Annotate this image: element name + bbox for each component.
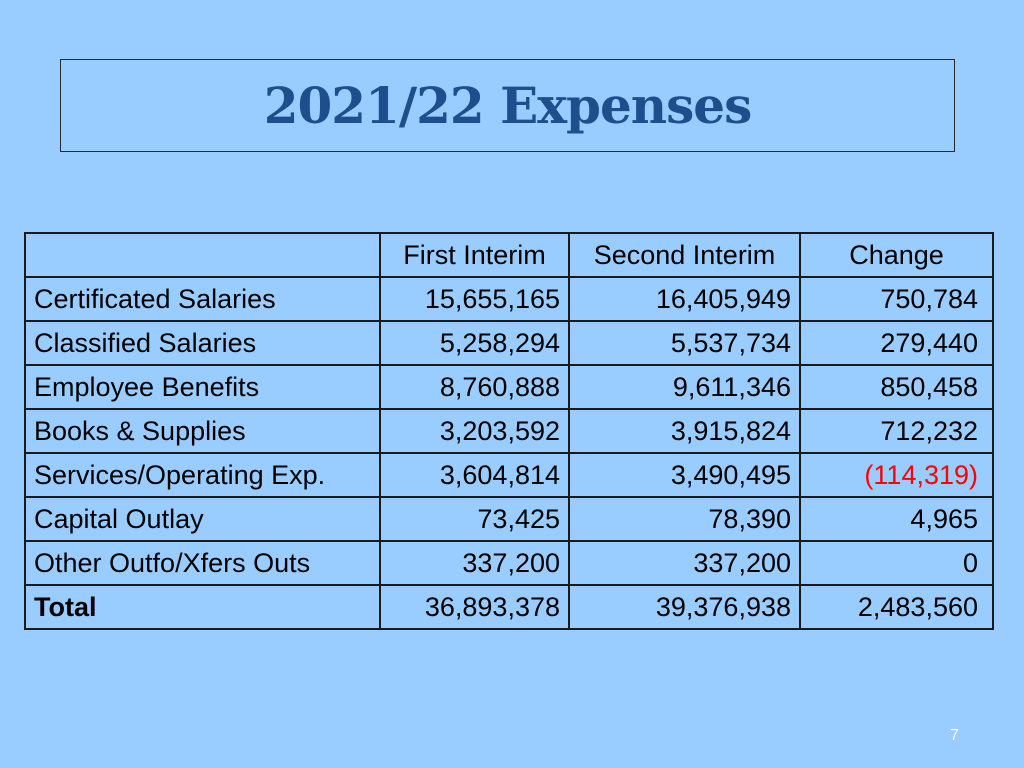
first-interim-value: 8,760,888: [379, 364, 570, 410]
slide-title: 2021/22 Expenses: [263, 76, 753, 135]
title-box: 2021/22 Expenses: [60, 59, 955, 152]
row-label: Services/Operating Exp.: [24, 452, 381, 498]
total-row: Total 36,893,378 39,376,938 2,483,560: [24, 584, 994, 630]
header-blank: [24, 232, 381, 278]
change-value: 4,965: [799, 496, 994, 542]
second-interim-value: 3,915,824: [568, 408, 801, 454]
change-value: 750,784: [799, 276, 994, 322]
first-interim-value: 3,203,592: [379, 408, 570, 454]
change-value: 279,440: [799, 320, 994, 366]
second-interim-value: 3,490,495: [568, 452, 801, 498]
row-label: Capital Outlay: [24, 496, 381, 542]
row-label: Certificated Salaries: [24, 276, 381, 322]
table-row: Other Outfo/Xfers Outs 337,200 337,200 0: [24, 540, 994, 586]
row-label: Employee Benefits: [24, 364, 381, 410]
total-first-interim: 36,893,378: [379, 584, 570, 630]
change-value: 712,232: [799, 408, 994, 454]
second-interim-value: 78,390: [568, 496, 801, 542]
second-interim-value: 9,611,346: [568, 364, 801, 410]
first-interim-value: 3,604,814: [379, 452, 570, 498]
second-interim-value: 337,200: [568, 540, 801, 586]
total-change: 2,483,560: [799, 584, 994, 630]
header-change: Change: [799, 232, 994, 278]
page-number: 7: [950, 727, 959, 744]
table-row: Services/Operating Exp. 3,604,814 3,490,…: [24, 452, 994, 498]
change-value-negative: (114,319): [799, 452, 994, 498]
table-row: Classified Salaries 5,258,294 5,537,734 …: [24, 320, 994, 366]
total-second-interim: 39,376,938: [568, 584, 801, 630]
second-interim-value: 5,537,734: [568, 320, 801, 366]
row-label: Other Outfo/Xfers Outs: [24, 540, 381, 586]
row-label: Classified Salaries: [24, 320, 381, 366]
row-label: Books & Supplies: [24, 408, 381, 454]
header-second-interim: Second Interim: [568, 232, 801, 278]
table-row: Certificated Salaries 15,655,165 16,405,…: [24, 276, 994, 322]
table-header-row: First Interim Second Interim Change: [24, 232, 994, 278]
first-interim-value: 337,200: [379, 540, 570, 586]
first-interim-value: 5,258,294: [379, 320, 570, 366]
second-interim-value: 16,405,949: [568, 276, 801, 322]
change-value: 0: [799, 540, 994, 586]
table-row: Capital Outlay 73,425 78,390 4,965: [24, 496, 994, 542]
table-row: Books & Supplies 3,203,592 3,915,824 712…: [24, 408, 994, 454]
table-row: Employee Benefits 8,760,888 9,611,346 85…: [24, 364, 994, 410]
total-label: Total: [24, 584, 381, 630]
header-first-interim: First Interim: [379, 232, 570, 278]
expenses-table: First Interim Second Interim Change Cert…: [24, 232, 994, 630]
change-value: 850,458: [799, 364, 994, 410]
first-interim-value: 15,655,165: [379, 276, 570, 322]
first-interim-value: 73,425: [379, 496, 570, 542]
